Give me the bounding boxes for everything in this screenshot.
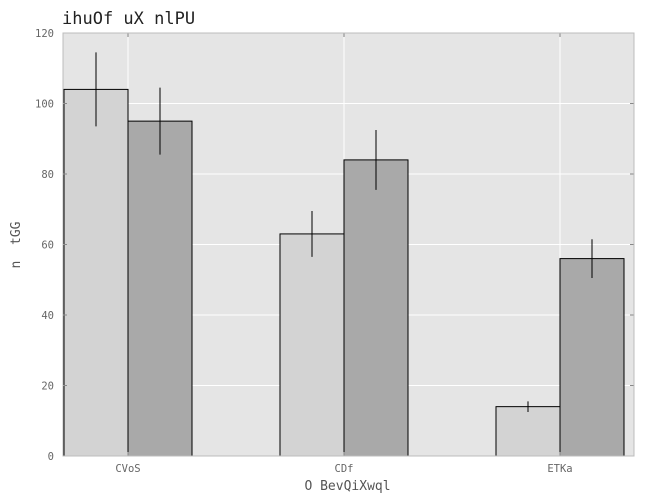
bar xyxy=(279,233,345,457)
y-tick-label: 100 xyxy=(35,99,54,111)
y-tick-label: 80 xyxy=(41,169,54,181)
y-axis-label: n tGG xyxy=(9,221,24,268)
y-tick-label: 60 xyxy=(41,240,54,252)
y-tick-label: 0 xyxy=(48,451,54,463)
bar xyxy=(63,88,129,457)
x-axis-label: O BevQiXwql xyxy=(304,479,390,494)
bars xyxy=(63,88,625,457)
y-tick-label: 120 xyxy=(35,28,54,40)
plot-frame xyxy=(62,32,635,457)
chart-title: ihuOf uX nlPU xyxy=(62,9,195,29)
y-tick-label: 20 xyxy=(41,381,54,393)
bar xyxy=(127,120,193,457)
y-tick-label: 40 xyxy=(41,310,54,322)
x-tick-label: ETKa xyxy=(547,463,572,475)
x-tick-label: CDf xyxy=(335,463,354,475)
axis-ticks: 0 20 40 60 80 100 120 CVoS CDf ETKa xyxy=(35,28,635,475)
bar xyxy=(343,159,409,457)
bar xyxy=(495,406,561,457)
bar xyxy=(559,258,625,457)
error-bars xyxy=(95,52,593,412)
x-tick-label: CVoS xyxy=(115,463,140,475)
